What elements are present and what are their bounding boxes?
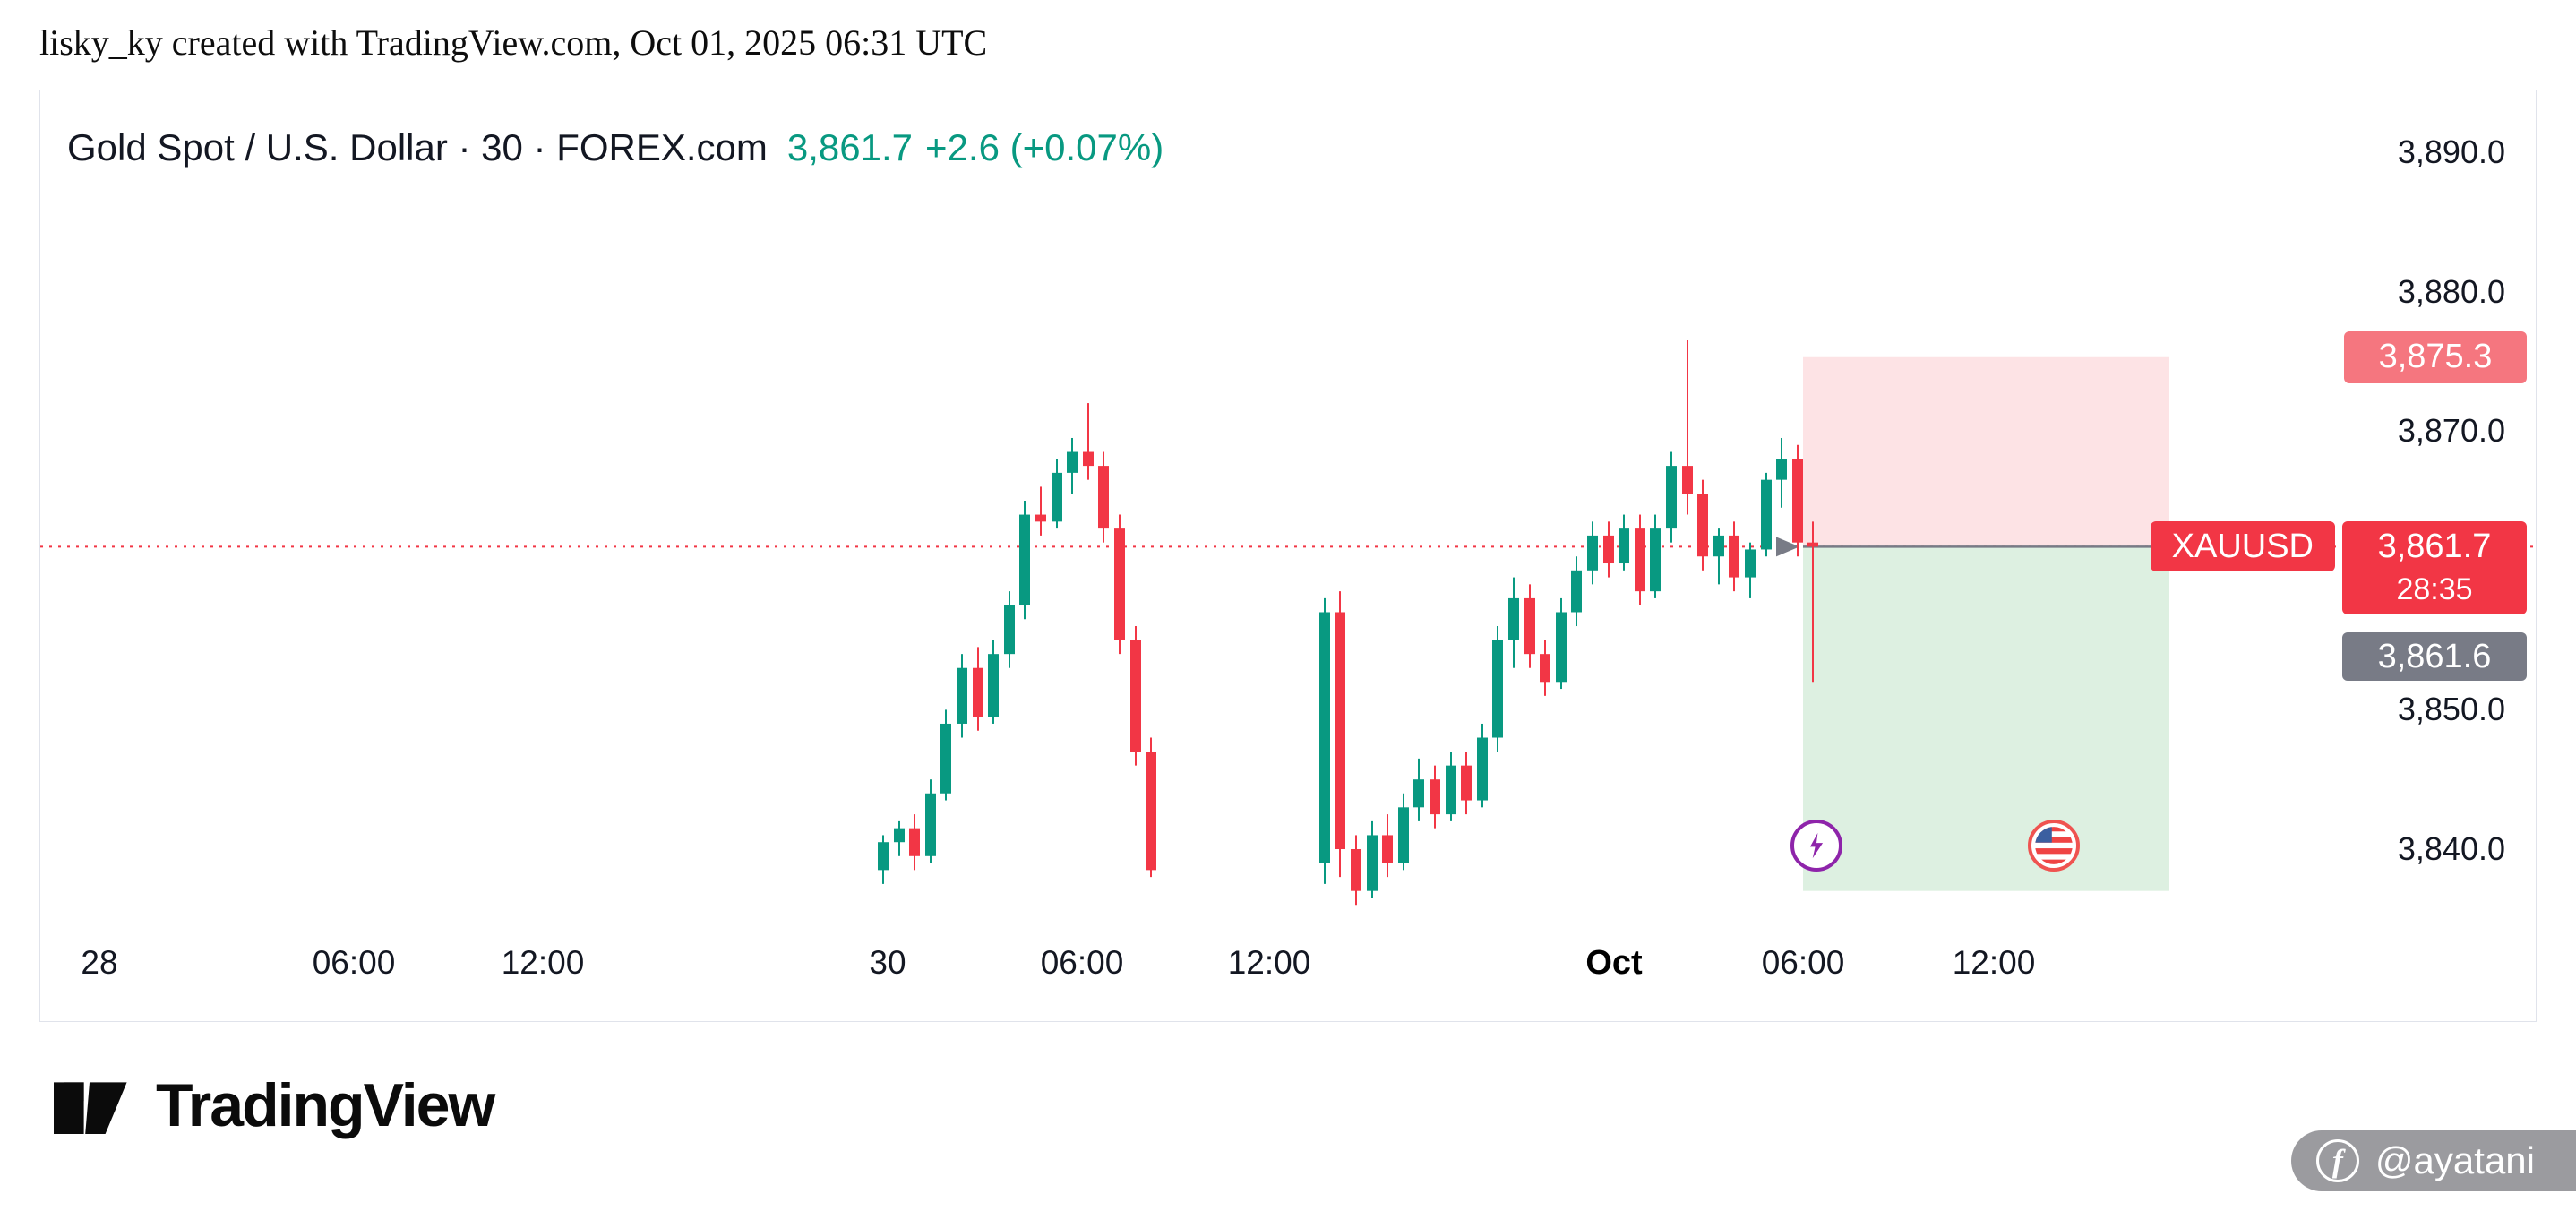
candle-body — [1650, 528, 1661, 592]
bar-countdown: 28:35 — [2396, 572, 2473, 607]
candle-body — [1729, 535, 1739, 578]
candle-body — [1540, 654, 1550, 683]
candle-body — [925, 793, 936, 856]
candle-body — [1430, 779, 1440, 815]
candle-body — [1461, 765, 1472, 801]
price-tick-label: 3,890.0 — [2397, 133, 2505, 170]
price-tick-label: 3,870.0 — [2397, 412, 2505, 450]
price-axis[interactable]: 3,890.0 3,880.0 3,870.0 3,850.0 3,840.0 3,87… — [2106, 90, 2536, 1021]
time-tick-label: 06:00 — [1040, 944, 1124, 981]
watermark-text: @ayatani — [2374, 1139, 2535, 1181]
candle-body — [1713, 535, 1724, 557]
candle-body — [1367, 835, 1378, 891]
candle-body — [1745, 549, 1756, 578]
candle-body — [1556, 612, 1567, 683]
candle-body — [1697, 494, 1708, 557]
candle-body — [957, 667, 967, 724]
candle-body — [1492, 640, 1503, 738]
candle-body — [1146, 752, 1156, 871]
candle-body — [1019, 514, 1030, 606]
candle-body — [1587, 535, 1598, 571]
candle-body — [1098, 466, 1109, 529]
candle-body — [1052, 472, 1062, 522]
tradingview-logo-mark-icon — [54, 1082, 127, 1134]
time-tick-label: 12:00 — [1227, 944, 1311, 981]
candle-body — [1761, 479, 1772, 550]
candle-body — [1776, 459, 1787, 480]
candle-body — [1335, 612, 1345, 849]
tradingview-logo-text: TradingView — [156, 1071, 495, 1139]
facebook-icon: f — [2315, 1139, 2359, 1182]
candle-body — [940, 723, 951, 794]
stop-price-badge: 3,875.3 — [2344, 331, 2527, 383]
time-tick-label: 12:00 — [501, 944, 585, 981]
candle-body — [1114, 528, 1125, 640]
position-profit-zone — [1803, 546, 2169, 891]
last-price-badge: 3,861.7 28:35 — [2342, 521, 2527, 615]
attribution-text: lisky_ky created with TradingView.com, O… — [39, 22, 988, 63]
candle-body — [1603, 535, 1614, 564]
candle-body — [1351, 849, 1361, 891]
candle-body — [973, 667, 983, 717]
candle-body — [1067, 451, 1078, 473]
us-flag-event-icon[interactable] — [2028, 820, 2080, 872]
candle-body — [1083, 451, 1094, 467]
entry-arrow-icon — [1776, 537, 1799, 557]
position-stop-zone — [1803, 356, 2169, 547]
candle-body — [1635, 528, 1645, 592]
candle-body — [894, 828, 905, 843]
candle-body — [1130, 640, 1141, 752]
candle-body — [1508, 597, 1519, 640]
candle-body — [1004, 605, 1015, 655]
us-flag-icon — [2035, 827, 2073, 864]
candle-body — [1524, 597, 1535, 655]
time-axis[interactable]: 28 06:00 12:00 30 06:00 12:00 Oct 06:00 12:00 — [40, 923, 2536, 1021]
time-tick-label: 06:00 — [1761, 944, 1845, 981]
symbol-title: Gold Spot / U.S. Dollar · 30 · FOREX.com — [67, 126, 768, 168]
economic-event-lightning-icon[interactable] — [1790, 820, 1842, 872]
candle-body — [1619, 528, 1629, 564]
candle-body — [1807, 542, 1818, 547]
symbol-badge: XAUUSD — [2150, 521, 2335, 572]
price-tick-label: 3,880.0 — [2397, 272, 2505, 310]
candlestick-plot[interactable] — [40, 90, 2537, 1023]
price-change-text: +2.6 (+0.07%) — [925, 126, 1164, 168]
candle-body — [1319, 612, 1330, 863]
tradingview-logo[interactable]: TradingView — [47, 1062, 495, 1148]
time-tick-label: 06:00 — [312, 944, 396, 981]
candle-body — [1666, 466, 1677, 529]
candle-body — [878, 842, 889, 871]
candle-body — [1382, 835, 1393, 863]
price-tick-label: 3,840.0 — [2397, 830, 2505, 867]
candle-body — [1792, 459, 1803, 543]
price-tick-label: 3,850.0 — [2397, 691, 2505, 728]
prev-price-badge: 3,861.6 — [2342, 632, 2527, 682]
watermark: f @ayatani — [2290, 1130, 2576, 1191]
candle-body — [1571, 570, 1582, 613]
chart-title: Gold Spot / U.S. Dollar · 30 · FOREX.com… — [67, 126, 1163, 169]
candle-body — [1446, 765, 1456, 815]
last-price-badge-group: XAUUSD 3,861.7 28:35 — [2150, 521, 2527, 615]
last-price-text: 3,861.7 — [786, 126, 914, 168]
candle-body — [1035, 514, 1046, 522]
candle-body — [1477, 737, 1488, 801]
lightning-bolt-icon — [1809, 832, 1824, 859]
chart-panel: Gold Spot / U.S. Dollar · 30 · FOREX.com… — [39, 90, 2537, 1022]
time-tick-label: 30 — [869, 944, 906, 981]
time-tick-label: 28 — [81, 944, 118, 981]
candle-body — [1398, 807, 1409, 863]
candle-body — [1682, 466, 1693, 494]
candle-body — [1413, 779, 1424, 808]
time-tick-label: Oct — [1585, 944, 1643, 982]
candle-body — [988, 654, 999, 717]
time-tick-label: 12:00 — [1952, 944, 2036, 981]
last-price-value: 3,861.7 — [2377, 528, 2492, 566]
candle-body — [909, 828, 920, 856]
